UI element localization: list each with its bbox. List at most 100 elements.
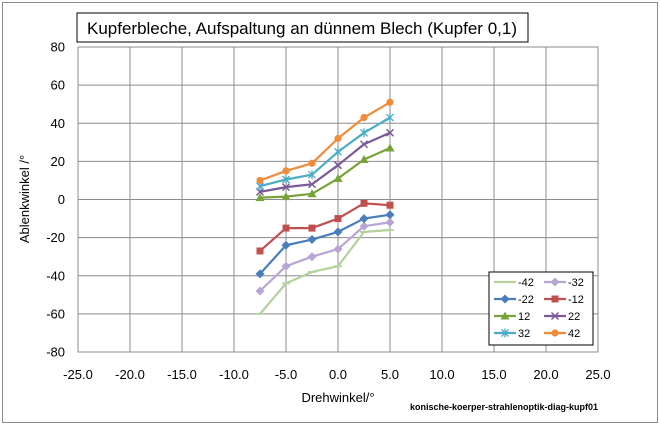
data-point [255, 193, 265, 202]
data-point [359, 221, 369, 231]
series-line [259, 131, 391, 193]
x-tick-label: -20.0 [115, 367, 145, 382]
legend-label: 12 [518, 311, 530, 323]
chart-title: Kupferbleche, Aufspaltung an dünnem Blec… [87, 19, 517, 38]
data-point [281, 183, 291, 192]
data-point [255, 269, 265, 279]
data-point [360, 128, 368, 138]
x-tick-label: 20.0 [533, 367, 558, 382]
series-line [259, 221, 391, 292]
series-12 [255, 143, 395, 202]
data-point [282, 167, 290, 175]
y-tick-label: 80 [51, 40, 65, 55]
data-point [333, 244, 343, 254]
x-tick-label: 15.0 [481, 367, 506, 382]
series--22 [255, 210, 395, 279]
legend-label: 42 [568, 328, 580, 340]
data-point [385, 217, 395, 227]
data-point [386, 98, 394, 106]
legend-item: 32 [494, 328, 530, 340]
data-point [386, 201, 394, 209]
x-tick-label: 25.0 [585, 367, 610, 382]
data-point [281, 261, 291, 271]
series-line [259, 202, 391, 252]
legend-label: -32 [568, 277, 584, 289]
x-tick-labels: -25.0 -20.0 -15.0 -10.0 -5.0 0.0 5.0 10.0 15.0 20… [63, 367, 610, 382]
legend-label: -22 [518, 294, 534, 306]
y-tick-label: 60 [51, 78, 65, 93]
data-point [500, 311, 510, 320]
y-tick-label: -40 [46, 268, 65, 283]
data-point [386, 113, 394, 123]
x-tick-label: 5.0 [381, 367, 399, 382]
x-tick-label: -10.0 [219, 367, 249, 382]
data-point [360, 113, 368, 122]
data-point [255, 187, 265, 196]
series-group [255, 98, 395, 315]
data-point [334, 147, 342, 157]
x-tick-label: -25.0 [63, 367, 93, 382]
data-point [256, 176, 264, 185]
data-point [500, 294, 510, 304]
series-42 [256, 98, 394, 185]
data-point [551, 329, 559, 337]
x-axis-title: Drehwinkel/° [301, 390, 374, 405]
data-point [308, 170, 316, 180]
legend-item: -22 [494, 294, 534, 306]
y-tick-label: -20 [46, 230, 65, 245]
series--42 [256, 228, 394, 315]
data-point [256, 247, 264, 255]
legend-item: 22 [544, 311, 580, 323]
data-point [359, 154, 369, 163]
data-point [385, 128, 395, 137]
legend-label: 32 [518, 328, 530, 340]
series-22 [255, 128, 395, 196]
data-point [307, 180, 317, 189]
data-point [281, 192, 291, 201]
data-point [307, 189, 317, 198]
y-tick-label: -80 [46, 345, 65, 360]
title-box [76, 12, 529, 43]
data-point [334, 215, 342, 223]
plot-area [77, 46, 599, 353]
legend-item: 42 [544, 328, 580, 340]
data-point [282, 174, 290, 184]
legend-label: -42 [518, 277, 534, 289]
x-tick-label: 0.0 [329, 367, 347, 382]
data-point [550, 277, 560, 287]
series-line [259, 101, 391, 182]
data-point [501, 328, 509, 338]
x-tick-label: -15.0 [167, 367, 197, 382]
series--32 [255, 217, 395, 296]
data-point [308, 159, 316, 167]
data-point [385, 210, 395, 220]
data-point [334, 134, 342, 143]
y-tick-label: 0 [58, 192, 65, 207]
y-tick-labels: -80 -60 -40 -20 0 20 40 60 80 [46, 40, 65, 360]
y-axis-title: Ablenkwinkel /° [17, 155, 32, 243]
legend: -42 -32 -22 -12 12 22 32 42 [488, 271, 594, 346]
data-point [255, 286, 265, 296]
data-point [385, 143, 395, 152]
data-point [333, 161, 343, 170]
data-point [551, 295, 559, 303]
y-tick-label: 40 [51, 116, 65, 131]
data-point [359, 214, 369, 224]
y-tick-label: -60 [46, 306, 65, 321]
series-32 [256, 113, 394, 191]
data-point [550, 311, 560, 321]
data-point [308, 224, 316, 232]
data-point [281, 240, 291, 250]
series-line [259, 147, 391, 199]
legend-item: -42 [494, 277, 534, 289]
legend-label: -12 [568, 294, 584, 306]
y-tick-label: 20 [51, 154, 65, 169]
caption-text: konische-koerper-strahlenoptik-diag-kupf… [410, 402, 598, 412]
legend-item: 12 [494, 311, 530, 323]
legend-label: 22 [568, 311, 580, 323]
data-point [307, 235, 317, 245]
x-tick-label: -5.0 [275, 367, 297, 382]
data-point [282, 224, 290, 232]
data-point [307, 252, 317, 262]
